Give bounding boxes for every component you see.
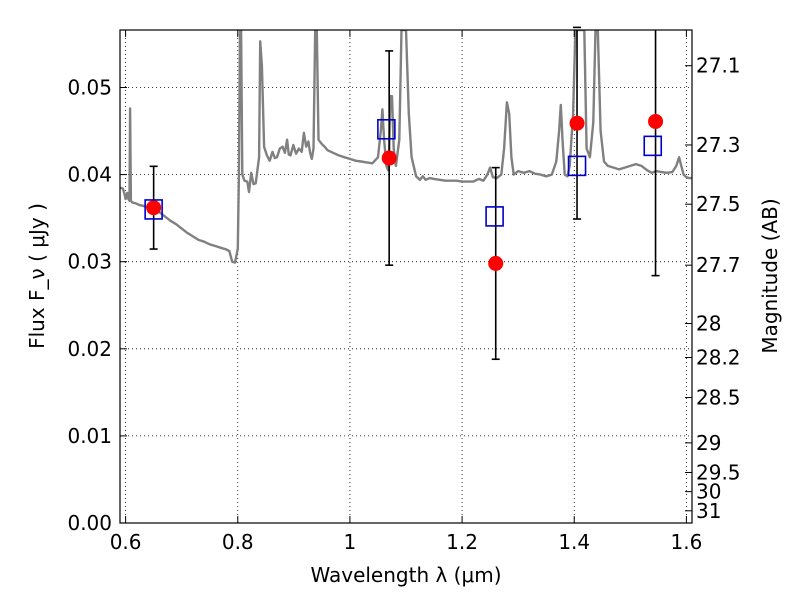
y-tick-label: 0.03 [67,250,112,274]
grid-layer [120,30,692,524]
right-tick-label: 28 [696,312,721,336]
x-tick-label: 1.6 [670,530,702,554]
observed-point [381,150,397,166]
x-tick-label: 0.8 [222,530,254,554]
y-tick-label: 0.02 [67,337,112,361]
x-tick-label: 1.2 [446,530,478,554]
observed-point [648,113,664,129]
y-axis-label: Flux F_ν ( μJy ) [25,203,49,349]
axis-layer: 0.6 0.8 1 1.2 1.4 1.6 0.00 0.01 0.02 0.03 0.04 0.05… [67,30,741,554]
synthetic-point [144,199,163,220]
y-tick-label: 0.04 [67,163,112,187]
x-tick-label: 0.6 [110,530,142,554]
y-tick-label: 0.01 [67,424,112,448]
x-tick-label: 1.4 [558,530,590,554]
synthetic-point [643,135,663,157]
right-tick-label: 27.7 [696,253,741,277]
right-tick-label: 28.2 [696,346,741,370]
x-tick-label: 1 [344,530,357,554]
observed-point [569,115,585,131]
synthetic-point [377,118,396,140]
plot-layer [120,26,692,361]
synthetic-point [567,155,587,177]
observed-point [488,255,504,271]
observed-point [146,200,162,216]
plot-frame [119,29,693,524]
right-tick-label: 27.5 [696,192,741,216]
right-tick-label: 29.5 [696,460,741,484]
right-tick-label: 27.3 [696,133,741,157]
y-tick-label: 0.05 [67,75,112,99]
right-tick-label: 31 [696,499,721,523]
y-axis-right-label: Magnitude (AB) [758,198,782,353]
right-tick-label: 30 [696,480,721,504]
y-tick-label: 0.00 [67,511,112,535]
right-tick-label: 27.1 [696,54,741,78]
synthetic-point [485,206,504,227]
right-tick-label: 28.5 [696,386,741,410]
right-tick-label: 29 [696,431,721,455]
x-axis-label: Wavelength λ (μm) [310,563,501,587]
model-spectrum-line [120,30,692,264]
